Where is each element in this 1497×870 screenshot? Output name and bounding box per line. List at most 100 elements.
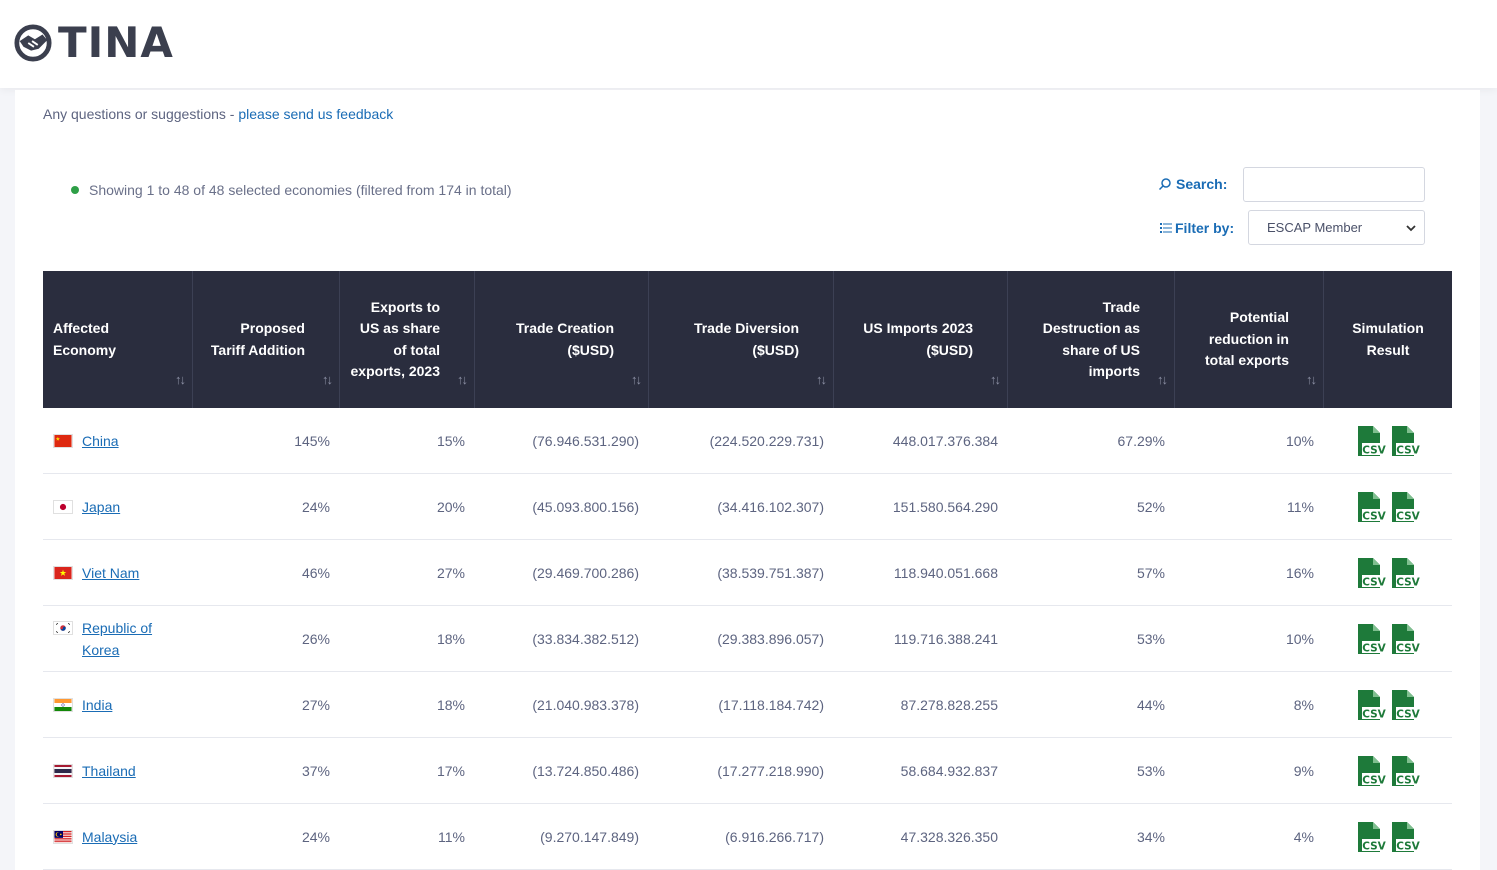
col-header-trade-destruction[interactable]: Trade Destruction as share of US imports… (1008, 271, 1175, 408)
economy-link[interactable]: China (82, 432, 119, 449)
cell-economy: China (43, 408, 193, 473)
sort-arrows-icon[interactable]: ↑↓ (175, 371, 186, 387)
cell-trade-creation: (9.270.147.849) (540, 828, 639, 845)
cell-simulation-result: CSV CSV (1324, 474, 1452, 539)
cell-trade-creation: (45.093.800.156) (532, 498, 639, 515)
cell-economy: Viet Nam (43, 540, 193, 605)
csv-file-icon[interactable]: CSV (1390, 491, 1420, 522)
sort-arrows-icon[interactable]: ↑↓ (457, 371, 468, 387)
cell-trade-destruction: 52% (1136, 498, 1165, 515)
main-card: Any questions or suggestions - please se… (15, 90, 1480, 870)
feedback-line: Any questions or suggestions - please se… (43, 106, 393, 122)
col-header-potential-reduction[interactable]: Potential reduction in total exports ↑↓ (1175, 271, 1324, 408)
results-status-text: Showing 1 to 48 of 48 selected economies… (89, 182, 512, 198)
economy-link[interactable]: Republic of Korea (82, 619, 153, 658)
cell-trade-destruction: 44% (1136, 696, 1165, 713)
economy-link[interactable]: Viet Nam (82, 564, 140, 581)
csv-file-icon[interactable]: CSV (1390, 557, 1420, 588)
table-row: Republic of Korea 26% 18% (33.834.382.512) (… (43, 606, 1452, 672)
economy-link[interactable]: Japan (82, 498, 121, 515)
col-header-trade-diversion[interactable]: Trade Diversion ($USD) ↑↓ (649, 271, 834, 408)
filter-select[interactable]: ESCAP Member (1248, 210, 1425, 245)
cell-simulation-result: CSV CSV (1324, 672, 1452, 737)
svg-text:CSV: CSV (1362, 642, 1386, 654)
csv-file-icon[interactable]: CSV (1356, 491, 1386, 522)
cell-trade-creation: (13.724.850.486) (532, 762, 639, 779)
cell-trade-creation: (21.040.983.378) (532, 696, 639, 713)
csv-file-icon[interactable]: CSV (1356, 689, 1386, 720)
csv-file-icon[interactable]: CSV (1390, 689, 1420, 720)
table-body: China 145% 15% (76.946.531.290) (224.520.229… (43, 408, 1452, 870)
csv-file-icon[interactable]: CSV (1390, 755, 1420, 786)
col-header-export-share[interactable]: Exports to US as share of total exports,… (340, 271, 475, 408)
csv-file-icon[interactable]: CSV (1390, 623, 1420, 654)
col-header-simulation-result: Simulation Result (1352, 320, 1424, 358)
brand-name: TINA (58, 18, 174, 67)
cell-tariff: 27% (301, 696, 330, 713)
filter-selected-value: ESCAP Member (1267, 220, 1363, 235)
cell-potential-reduction: 11% (1287, 498, 1314, 515)
sort-arrows-icon[interactable]: ↑↓ (990, 371, 1001, 387)
flag-my-icon (53, 829, 73, 844)
economy-link[interactable]: Malaysia (82, 828, 138, 845)
brand-logo[interactable]: TINA (14, 20, 174, 66)
csv-file-icon[interactable]: CSV (1390, 425, 1420, 456)
cell-trade-diversion: (38.539.751.387) (717, 564, 824, 581)
col-header-tariff[interactable]: Proposed Tariff Addition ↑↓ (193, 271, 340, 408)
col-header-trade-creation[interactable]: Trade Creation ($USD) ↑↓ (475, 271, 649, 408)
cell-potential-reduction: 10% (1285, 432, 1314, 449)
cell-us-imports: 119.716.388.241 (893, 630, 998, 647)
flag-jp-icon (53, 499, 73, 514)
csv-file-icon[interactable]: CSV (1356, 821, 1386, 852)
flag-cn-icon (53, 433, 73, 448)
csv-file-icon[interactable]: CSV (1356, 557, 1386, 588)
chevron-down-icon (1406, 225, 1416, 232)
sort-arrows-icon[interactable]: ↑↓ (631, 371, 642, 387)
cell-trade-destruction: 67.29% (1117, 432, 1165, 449)
cell-tariff: 37% (301, 762, 330, 779)
svg-text:CSV: CSV (1362, 444, 1386, 456)
economy-link[interactable]: India (82, 696, 113, 713)
table-row: China 145% 15% (76.946.531.290) (224.520.229… (43, 408, 1452, 474)
cell-potential-reduction: 16% (1285, 564, 1314, 581)
svg-text:CSV: CSV (1396, 708, 1420, 720)
sort-arrows-icon[interactable]: ↑↓ (322, 371, 333, 387)
filter-list-icon (1160, 223, 1172, 233)
feedback-link[interactable]: please send us feedback (238, 106, 394, 122)
cell-economy: Republic of Korea (43, 606, 193, 671)
sort-arrows-icon[interactable]: ↑↓ (1157, 371, 1168, 387)
cell-trade-diversion: (17.277.218.990) (717, 762, 824, 779)
csv-file-icon[interactable]: CSV (1356, 755, 1386, 786)
cell-potential-reduction: 4% (1293, 828, 1314, 845)
table-row: India 27% 18% (21.040.983.378) (17.118.184.7… (43, 672, 1452, 738)
cell-tariff: 26% (301, 630, 330, 647)
sort-arrows-icon[interactable]: ↑↓ (1306, 371, 1317, 387)
cell-potential-reduction: 10% (1285, 630, 1314, 647)
svg-text:CSV: CSV (1396, 576, 1420, 588)
cell-export-share: 11% (438, 828, 465, 845)
svg-text:CSV: CSV (1362, 510, 1386, 522)
table-row: Japan 24% 20% (45.093.800.156) (34.416.102.3… (43, 474, 1452, 540)
svg-text:CSV: CSV (1362, 708, 1386, 720)
cell-export-share: 17% (436, 762, 465, 779)
cell-economy: Japan (43, 474, 193, 539)
top-bar: TINA (0, 0, 1497, 88)
svg-text:CSV: CSV (1396, 840, 1420, 852)
cell-simulation-result: CSV CSV (1324, 408, 1452, 473)
search-label-text: Search: (1176, 176, 1228, 192)
filter-label: Filter by: (1160, 220, 1234, 236)
col-header-us-imports[interactable]: US Imports 2023 ($USD) ↑↓ (834, 271, 1008, 408)
table-row: Malaysia 24% 11% (9.270.147.849) (6.916.266.… (43, 804, 1452, 870)
csv-file-icon[interactable]: CSV (1390, 821, 1420, 852)
sort-arrows-icon[interactable]: ↑↓ (816, 371, 827, 387)
search-input[interactable] (1243, 167, 1425, 202)
cell-trade-destruction: 57% (1136, 564, 1165, 581)
col-header-economy[interactable]: Affected Economy ↑↓ (43, 271, 193, 408)
csv-file-icon[interactable]: CSV (1356, 425, 1386, 456)
cell-tariff: 145% (294, 432, 330, 449)
cell-trade-diversion: (17.118.184.742) (718, 696, 824, 713)
csv-file-icon[interactable]: CSV (1356, 623, 1386, 654)
economy-link[interactable]: Thailand (82, 762, 136, 779)
cell-potential-reduction: 8% (1293, 696, 1314, 713)
cell-trade-diversion: (29.383.896.057) (717, 630, 824, 647)
